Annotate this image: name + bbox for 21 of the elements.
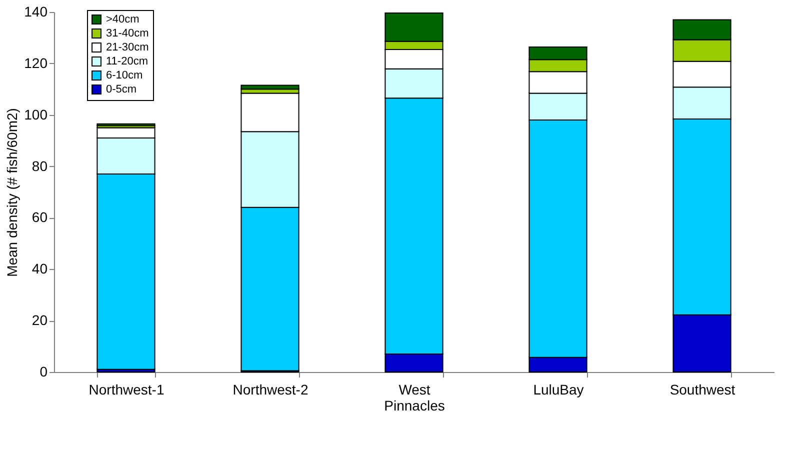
y-tick-label: 20 (32, 312, 48, 328)
y-tick-label: 140 (24, 4, 48, 20)
x-tick-label: Northwest-2 (232, 382, 308, 398)
y-tick-label: 120 (24, 54, 48, 71)
x-tick-label: LuluBay (533, 382, 584, 398)
y-tick-label: 40 (32, 260, 48, 277)
x-tick-label: Northwest-1 (88, 382, 164, 398)
y-tick-label: 0 (40, 364, 48, 380)
y-axis-title: Mean density (# fish/60m2) (4, 108, 20, 277)
y-tick-label: 100 (24, 106, 48, 122)
legend-label: 6-10cm (106, 70, 143, 82)
bar (240, 84, 300, 90)
x-tick-label: West Pinnacles (384, 382, 445, 414)
legend-label: 11-20cm (106, 56, 148, 68)
legend-label: 21-30cm (106, 42, 149, 54)
legend-label: 31-40cm (106, 28, 149, 40)
x-tick-label: Southwest (670, 382, 736, 398)
legend-label: >40cm (106, 14, 140, 26)
legend-label: 0-5cm (106, 84, 137, 96)
y-tick-label: 80 (32, 158, 48, 174)
y-tick-label: 60 (32, 209, 48, 226)
